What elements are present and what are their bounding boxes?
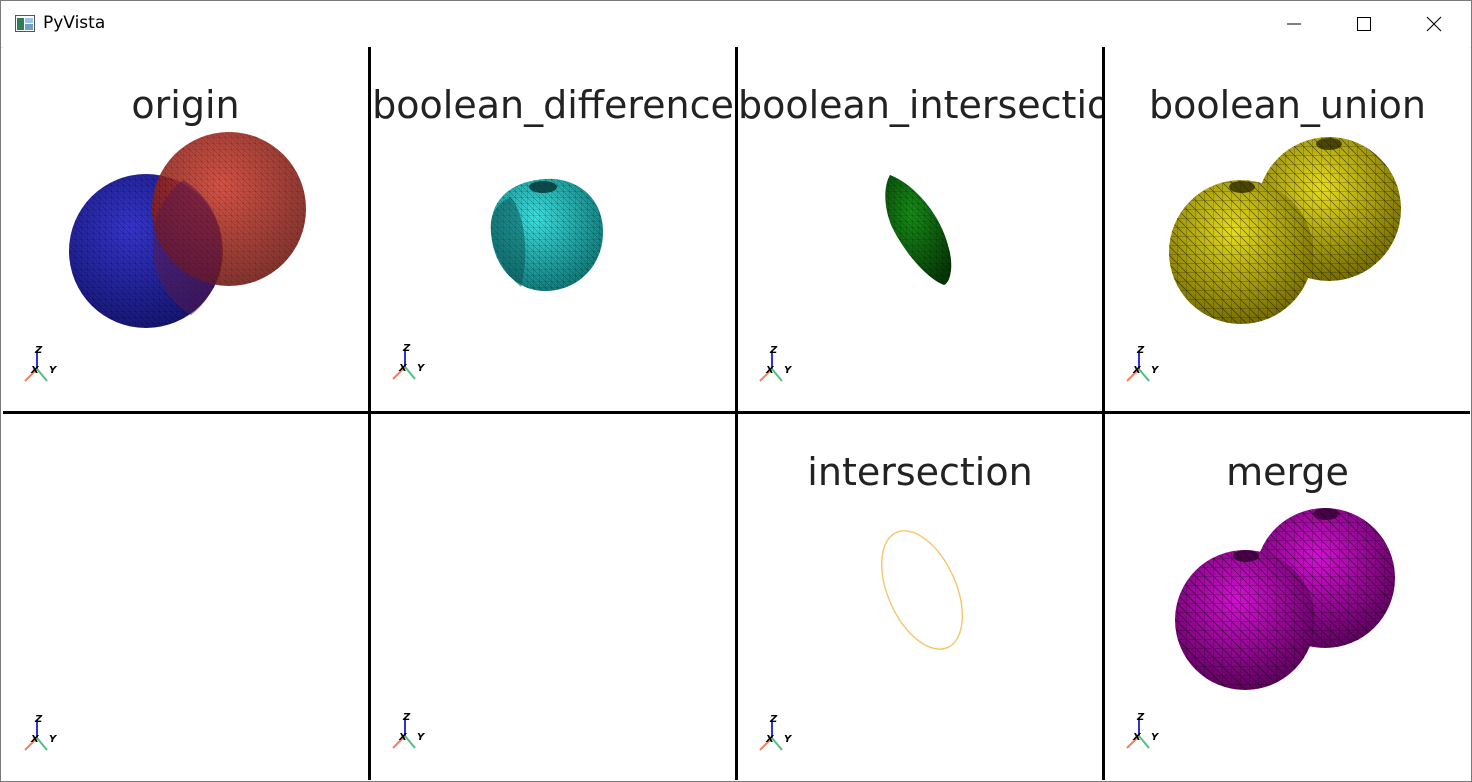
viewport-intersection[interactable]: intersection Z X Y (738, 414, 1102, 780)
panel-title: origin (131, 83, 240, 127)
orientation-axes-widget: Z X Y (24, 345, 58, 382)
orientation-axes-widget: Z X Y (759, 714, 793, 751)
svg-text:Y: Y (417, 363, 426, 374)
svg-text:X: X (1132, 732, 1142, 743)
orientation-axes-widget: Z X Y (1126, 345, 1160, 382)
viewport-boolean-union[interactable]: boolean_union Z X Y (1105, 47, 1470, 411)
svg-text:Y: Y (417, 732, 426, 743)
viewport-origin[interactable]: origin Z X Y (3, 47, 368, 411)
panel-title: merge (1226, 450, 1349, 494)
orientation-axes-widget: Z X Y (392, 343, 426, 380)
intersection-curve (881, 530, 963, 650)
orientation-axes-widget: Z X Y (759, 345, 793, 382)
spheres-scene (69, 132, 306, 328)
svg-text:Y: Y (1151, 365, 1160, 376)
svg-text:Z: Z (769, 714, 778, 725)
merge-scene (1175, 508, 1395, 690)
viewport-boolean-intersection[interactable]: boolean_intersection Z X Y (738, 47, 1102, 411)
intersection-curve-scene (881, 530, 963, 650)
union-mesh (1169, 137, 1401, 324)
svg-text:X: X (398, 732, 408, 743)
window-title: PyVista (43, 13, 106, 33)
svg-text:X: X (30, 365, 40, 376)
svg-text:Z: Z (402, 343, 411, 354)
orientation-axes-widget: Z X Y (1126, 712, 1160, 749)
panel-title: boolean_union (1149, 83, 1426, 127)
svg-text:Y: Y (784, 365, 793, 376)
pyvista-app-icon (15, 15, 35, 32)
viewport-boolean-difference[interactable]: boolean_difference Z X Y (371, 47, 735, 411)
difference-scene (490, 178, 603, 292)
maximize-button[interactable] (1329, 1, 1399, 47)
orientation-axes-widget: Z X Y (392, 712, 426, 749)
svg-text:Y: Y (49, 365, 58, 376)
svg-text:X: X (30, 734, 40, 745)
maximize-icon (1357, 17, 1371, 31)
union-scene (1169, 137, 1401, 324)
close-button[interactable] (1399, 1, 1469, 47)
viewport-empty-1[interactable]: Z X Y (3, 414, 368, 780)
minimize-button[interactable] (1259, 1, 1329, 47)
svg-text:X: X (398, 363, 408, 374)
viewport-merge[interactable]: merge Z X Y (1105, 414, 1470, 780)
close-icon (1426, 16, 1442, 32)
svg-text:Z: Z (402, 712, 411, 723)
svg-text:Y: Y (784, 734, 793, 745)
merge-mesh (1175, 508, 1395, 690)
panel-title: boolean_intersection (738, 83, 1102, 127)
render-window[interactable]: origin Z X Y (3, 47, 1470, 780)
svg-text:X: X (1132, 365, 1142, 376)
svg-text:X: X (765, 365, 775, 376)
orientation-axes-widget: Z X Y (24, 714, 58, 751)
difference-mesh (490, 178, 603, 292)
svg-text:Z: Z (1136, 712, 1145, 723)
svg-text:Z: Z (34, 714, 43, 725)
title-bar[interactable]: PyVista (1, 1, 1471, 48)
svg-text:Z: Z (769, 345, 778, 356)
svg-text:Z: Z (1136, 345, 1145, 356)
svg-text:Y: Y (49, 734, 58, 745)
svg-text:X: X (765, 734, 775, 745)
panel-title: boolean_difference (372, 83, 734, 127)
svg-text:Y: Y (1151, 732, 1160, 743)
intersection-mesh-scene (885, 175, 952, 285)
svg-text:Z: Z (34, 345, 43, 356)
panel-title: intersection (807, 450, 1033, 494)
minimize-icon (1287, 23, 1301, 25)
viewport-empty-2[interactable]: Z X Y (371, 414, 735, 780)
intersection-lens-mesh (885, 175, 952, 285)
